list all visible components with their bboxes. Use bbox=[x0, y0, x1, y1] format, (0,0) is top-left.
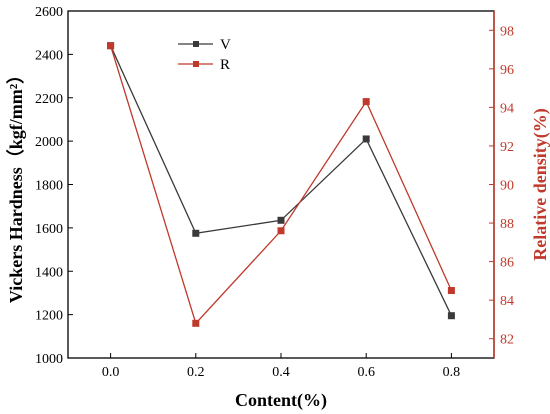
series-point-r bbox=[447, 287, 455, 295]
legend-marker-r bbox=[193, 61, 199, 67]
right-y-tick-label: 88 bbox=[500, 217, 514, 232]
left-y-axis: 1000 1200 1400 1600 1800 2000 2200 2400 2600 bbox=[35, 5, 73, 367]
legend-label-v: V bbox=[220, 37, 231, 53]
right-y-tick-label: 92 bbox=[500, 140, 514, 155]
right-y-axis: 82 84 86 88 90 92 94 96 98 bbox=[489, 24, 514, 348]
x-tick-label: 0.4 bbox=[272, 365, 290, 380]
series-point-r bbox=[192, 319, 200, 327]
series-point-r bbox=[107, 42, 115, 50]
left-y-tick-label: 1400 bbox=[35, 265, 63, 280]
left-y-tick-label: 2400 bbox=[35, 48, 63, 63]
legend-marker-v bbox=[193, 41, 199, 47]
left-y-tick-label: 2000 bbox=[35, 135, 63, 150]
right-y-tick-label: 86 bbox=[500, 256, 514, 271]
left-y-tick-label: 1800 bbox=[35, 179, 63, 194]
series-point-v bbox=[447, 312, 455, 320]
left-y-tick-label: 1600 bbox=[35, 222, 63, 237]
right-y-tick-label: 94 bbox=[500, 101, 514, 116]
left-y-tick-label: 1000 bbox=[35, 352, 63, 367]
series-point-v bbox=[362, 135, 370, 143]
x-tick-label: 0.2 bbox=[187, 365, 205, 380]
x-tick-label: 0.6 bbox=[357, 365, 375, 380]
legend-label-r: R bbox=[220, 57, 230, 73]
right-y-tick-label: 82 bbox=[500, 333, 514, 348]
x-axis: 0.0 0.2 0.4 0.6 0.8 bbox=[102, 353, 460, 380]
x-axis-title: Content(%) bbox=[235, 390, 327, 411]
legend: V R bbox=[178, 37, 231, 73]
left-y-tick-label: 1200 bbox=[35, 309, 63, 324]
x-tick-label: 0.8 bbox=[443, 365, 461, 380]
left-y-tick-label: 2600 bbox=[35, 5, 63, 20]
x-tick-label: 0.0 bbox=[102, 365, 120, 380]
series-point-r bbox=[362, 98, 370, 106]
series-point-v bbox=[192, 229, 200, 237]
left-y-tick-label: 2200 bbox=[35, 92, 63, 107]
series-layer bbox=[107, 42, 455, 327]
series-point-r bbox=[277, 227, 285, 235]
right-y-tick-label: 90 bbox=[500, 179, 514, 194]
right-y-axis-title: Relative density(%) bbox=[530, 108, 550, 260]
left-y-axis-title: Vickers Hardness（kgf/mm²） bbox=[6, 66, 26, 303]
series-point-v bbox=[277, 216, 285, 224]
right-y-tick-label: 84 bbox=[500, 294, 514, 309]
right-y-tick-label: 98 bbox=[500, 24, 514, 39]
right-y-tick-label: 96 bbox=[500, 63, 514, 78]
